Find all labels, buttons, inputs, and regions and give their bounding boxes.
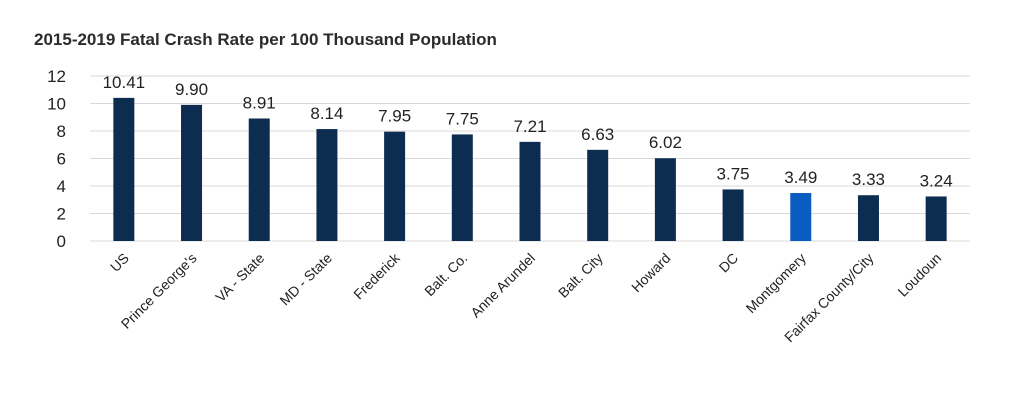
y-tick-label: 4	[57, 177, 66, 196]
bar	[316, 129, 338, 241]
data-label: 3.24	[920, 171, 953, 190]
bar	[925, 196, 947, 241]
y-tick-label: 10	[47, 95, 66, 114]
y-tick-label: 8	[57, 122, 66, 141]
y-axis-ticks: 0 2 4 6 8 10 12	[47, 67, 66, 251]
bars	[113, 97, 947, 241]
bar	[181, 104, 203, 241]
category-label: DC	[716, 250, 742, 276]
bar	[384, 131, 406, 241]
bar	[113, 97, 135, 241]
data-label: 7.95	[378, 107, 411, 126]
bar	[857, 195, 879, 241]
bar	[451, 134, 473, 241]
data-label: 6.63	[581, 125, 614, 144]
data-label: 3.75	[717, 164, 750, 183]
data-label: 6.02	[649, 133, 682, 152]
bar	[790, 193, 812, 241]
category-label: Montgomery	[743, 250, 809, 316]
data-label: 7.75	[446, 109, 479, 128]
data-label: 10.41	[103, 73, 146, 92]
y-tick-label: 12	[47, 67, 66, 86]
category-label: Anne Arundel	[467, 250, 538, 321]
y-tick-label: 2	[57, 205, 66, 224]
category-label: Loudoun	[894, 250, 944, 300]
data-label: 9.90	[175, 80, 208, 99]
category-label: Frederick	[350, 249, 403, 302]
category-label: Balt. Co.	[421, 250, 470, 299]
data-labels: 10.41 9.90 8.91 8.14 7.95 7.75 7.21 6.63 6.02 3.7…	[103, 73, 953, 191]
bar	[519, 141, 541, 241]
category-label: VA - State	[212, 250, 267, 305]
y-tick-label: 0	[57, 232, 66, 251]
category-label: Balt. City	[555, 250, 606, 301]
category-label: MD - State	[276, 250, 335, 309]
y-tick-label: 6	[57, 150, 66, 169]
chart-title: 2015-2019 Fatal Crash Rate per 100 Thous…	[34, 30, 497, 49]
bar	[722, 189, 744, 241]
category-label: Howard	[628, 250, 673, 295]
data-label: 8.91	[243, 93, 276, 112]
bar	[587, 149, 609, 241]
data-label: 3.49	[784, 168, 817, 187]
data-label: 7.21	[513, 117, 546, 136]
data-label: 3.33	[852, 170, 885, 189]
category-label: US	[107, 250, 132, 275]
bar	[654, 158, 676, 241]
data-label: 8.14	[310, 104, 343, 123]
bar	[248, 118, 270, 241]
